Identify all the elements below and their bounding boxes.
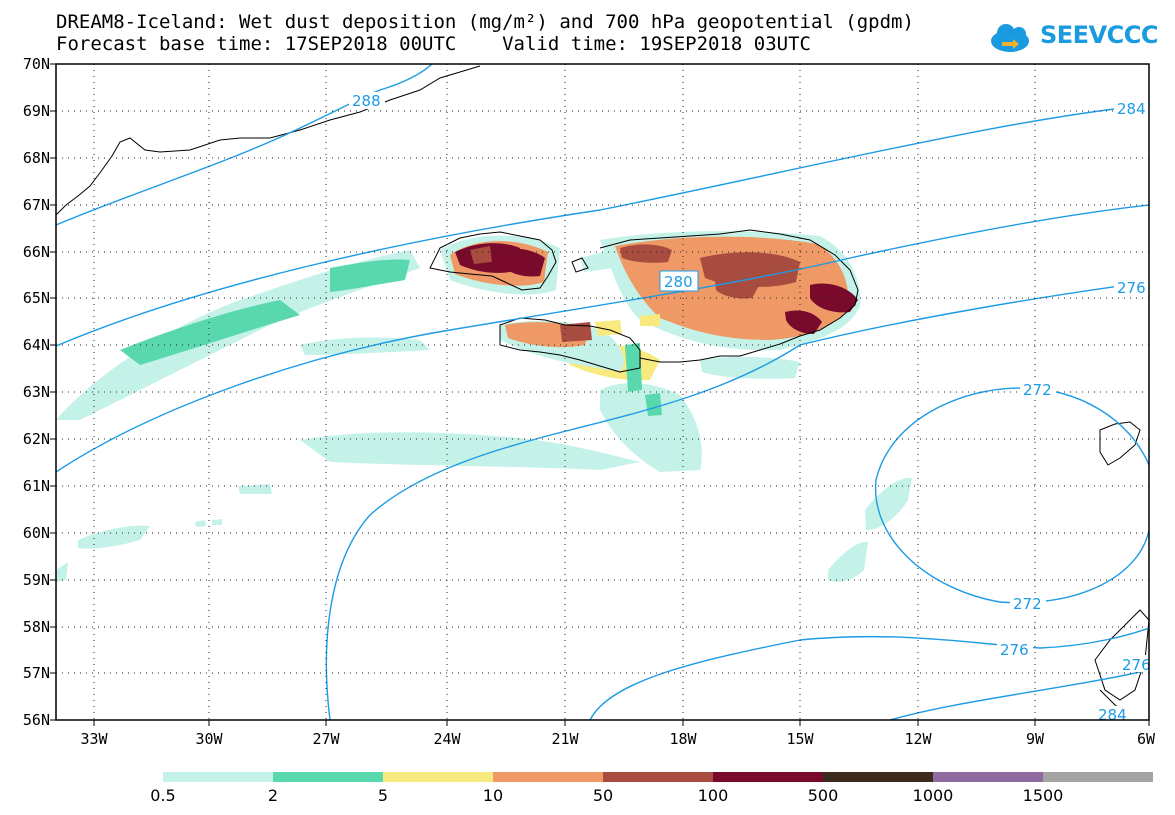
lon-label-33w: 33W bbox=[80, 730, 108, 748]
contour-label-276-edge: 276 bbox=[1122, 656, 1151, 674]
lon-label-6w: 6W bbox=[1136, 730, 1156, 748]
dust-field-east bbox=[828, 477, 912, 582]
contour-label-284-north: 284 bbox=[1117, 100, 1146, 118]
lat-label-60n: 60N bbox=[22, 524, 50, 542]
lat-label-56n: 56N bbox=[22, 711, 50, 729]
colorbar-label-6: 500 bbox=[807, 786, 839, 805]
lon-label-9w: 9W bbox=[1025, 730, 1045, 748]
colorbar-segment-0 bbox=[163, 772, 273, 782]
lon-label-24w: 24W bbox=[433, 730, 461, 748]
lon-label-30w: 30W bbox=[195, 730, 223, 748]
contour-labels: 288 284 280 276 272 272 276 276 284 bbox=[349, 92, 1151, 724]
cloud-icon bbox=[991, 24, 1029, 52]
lat-label-59n: 59N bbox=[22, 571, 50, 589]
lon-label-18w: 18W bbox=[669, 730, 697, 748]
colorbar-segment-4 bbox=[603, 772, 713, 782]
colorbar-label-1: 2 bbox=[267, 786, 279, 805]
lat-label-67n: 67N bbox=[22, 196, 50, 214]
lat-label-66n: 66N bbox=[22, 243, 50, 261]
lat-label-61n: 61N bbox=[22, 477, 50, 495]
title-line-2: Forecast base time: 17SEP2018 00UTC Vali… bbox=[56, 33, 811, 55]
lon-label-21w: 21W bbox=[551, 730, 579, 748]
colorbar-label-5: 100 bbox=[697, 786, 729, 805]
colorbar-label-2: 5 bbox=[377, 786, 389, 805]
colorbar-segment-7 bbox=[933, 772, 1043, 782]
lat-label-68n: 68N bbox=[22, 149, 50, 167]
colorbar-segment-6 bbox=[823, 772, 933, 782]
contour-label-284-south: 284 bbox=[1098, 706, 1127, 724]
lon-label-27w: 27W bbox=[312, 730, 340, 748]
lat-label-62n: 62N bbox=[22, 430, 50, 448]
seevccc-logo bbox=[991, 24, 1029, 52]
lat-label-65n: 65N bbox=[22, 289, 50, 307]
colorbar-label-3: 10 bbox=[482, 786, 504, 805]
lon-label-15w: 15W bbox=[786, 730, 814, 748]
axis-ticks bbox=[50, 63, 1150, 726]
title-line-1: DREAM8-Iceland: Wet dust deposition (mg/… bbox=[56, 11, 914, 33]
colorbar-label-7: 1000 bbox=[912, 786, 954, 805]
lat-label-63n: 63N bbox=[22, 383, 50, 401]
lat-label-69n: 69N bbox=[22, 102, 50, 120]
contour-label-272-top: 272 bbox=[1023, 381, 1052, 399]
contour-label-276-east: 276 bbox=[1117, 279, 1146, 297]
contour-label-280: 280 bbox=[664, 273, 693, 291]
colorbar-label-0: 0.5 bbox=[150, 786, 176, 805]
colorbar-segment-3 bbox=[493, 772, 603, 782]
contour-label-276-south: 276 bbox=[1000, 641, 1029, 659]
colorbar-segment-2 bbox=[383, 772, 493, 782]
lat-label-57n: 57N bbox=[22, 664, 50, 682]
graticule bbox=[56, 64, 1149, 720]
colorbar-segment-1 bbox=[273, 772, 383, 782]
colorbar bbox=[163, 772, 1153, 782]
colorbar-label-4: 50 bbox=[592, 786, 614, 805]
contour-label-288: 288 bbox=[352, 92, 381, 110]
coastlines bbox=[56, 65, 1149, 716]
colorbar-label-8: 1500 bbox=[1022, 786, 1064, 805]
lat-label-64n: 64N bbox=[22, 336, 50, 354]
colorbar-segment-5 bbox=[713, 772, 823, 782]
lon-label-12w: 12W bbox=[904, 730, 932, 748]
contour-label-272-bottom: 272 bbox=[1013, 595, 1042, 613]
logo-text: SEEVCCC bbox=[1040, 21, 1159, 49]
lat-label-58n: 58N bbox=[22, 618, 50, 636]
dust-field-west bbox=[56, 250, 640, 582]
colorbar-segment-8 bbox=[1043, 772, 1153, 782]
lat-label-70n: 70N bbox=[22, 55, 50, 73]
